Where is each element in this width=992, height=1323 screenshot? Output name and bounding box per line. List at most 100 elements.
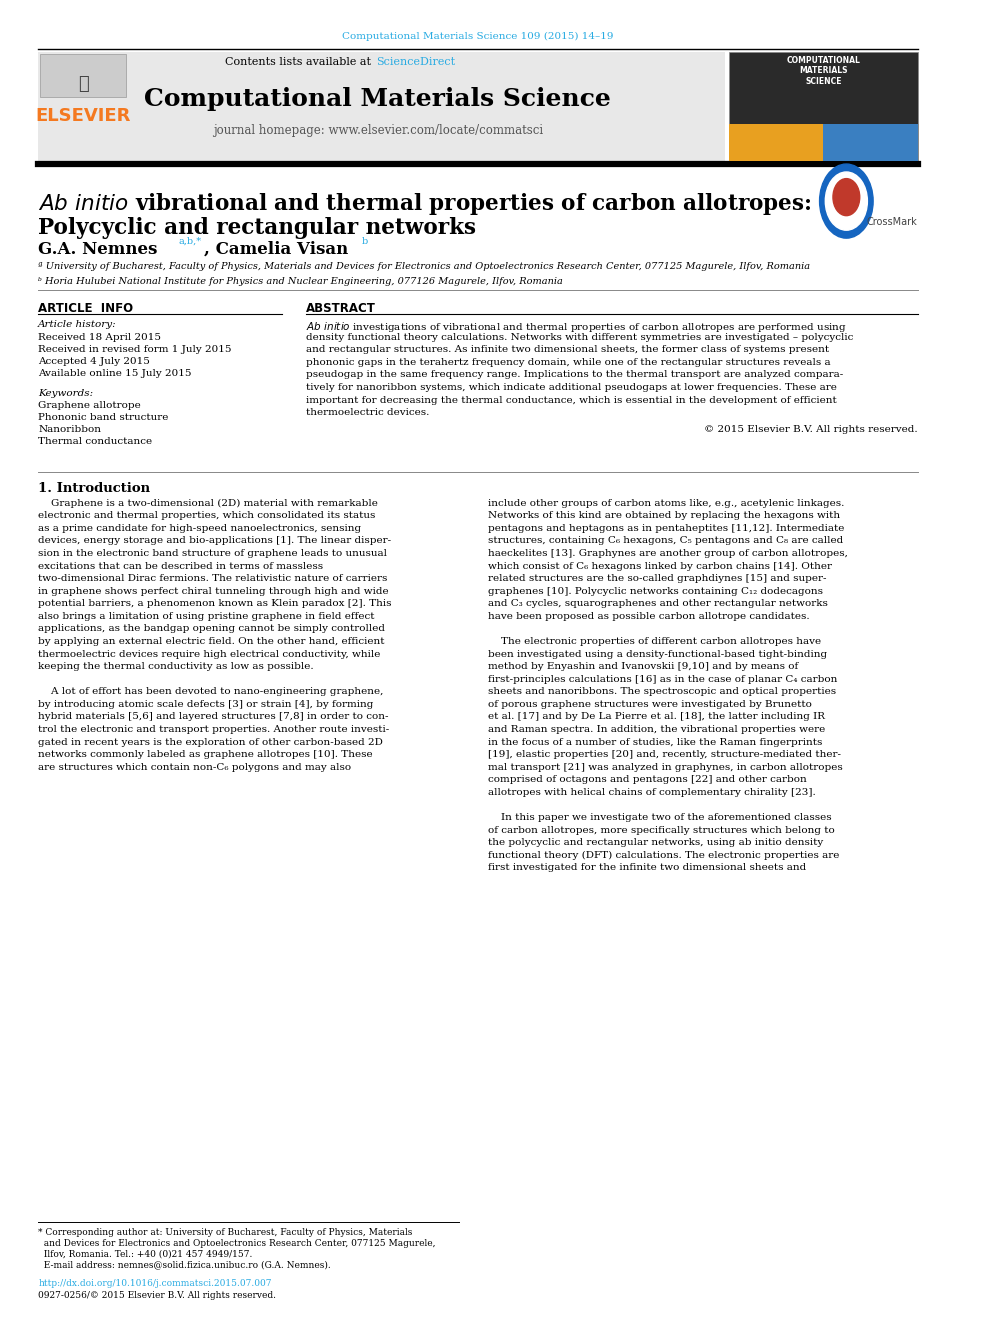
Text: CrossMark: CrossMark xyxy=(866,217,918,228)
Text: [19], elastic properties [20] and, recently, structure-mediated ther-: [19], elastic properties [20] and, recen… xyxy=(488,750,841,759)
Text: SCIENCE: SCIENCE xyxy=(806,77,841,86)
Text: Graphene allotrope: Graphene allotrope xyxy=(39,401,141,410)
Text: Computational Materials Science 109 (2015) 14–19: Computational Materials Science 109 (201… xyxy=(342,32,614,41)
Text: and C₃ cycles, squarographenes and other rectangular networks: and C₃ cycles, squarographenes and other… xyxy=(488,599,827,609)
Text: in graphene shows perfect chiral tunneling through high and wide: in graphene shows perfect chiral tunneli… xyxy=(39,586,389,595)
Text: Polycyclic and rectangular networks: Polycyclic and rectangular networks xyxy=(39,217,476,239)
Text: b: b xyxy=(361,237,368,246)
Circle shape xyxy=(833,179,860,216)
Text: as a prime candidate for high-speed nanoelectronics, sensing: as a prime candidate for high-speed nano… xyxy=(39,524,361,533)
Text: Ilfov, Romania. Tel.: +40 (0)21 457 4949/157.: Ilfov, Romania. Tel.: +40 (0)21 457 4949… xyxy=(39,1249,253,1258)
Text: method by Enyashin and Ivanovskii [9,10] and by means of: method by Enyashin and Ivanovskii [9,10]… xyxy=(488,662,798,671)
Text: journal homepage: www.elsevier.com/locate/commatsci: journal homepage: www.elsevier.com/locat… xyxy=(212,124,543,138)
Text: COMPUTATIONAL: COMPUTATIONAL xyxy=(787,56,860,65)
Text: ABSTRACT: ABSTRACT xyxy=(306,302,376,315)
Text: © 2015 Elsevier B.V. All rights reserved.: © 2015 Elsevier B.V. All rights reserved… xyxy=(704,425,918,434)
Text: E-mail address: nemnes@solid.fizica.unibuc.ro (G.A. Nemnes).: E-mail address: nemnes@solid.fizica.unib… xyxy=(39,1261,331,1269)
Text: ELSEVIER: ELSEVIER xyxy=(36,107,131,126)
Text: tively for nanoribbon systems, which indicate additional pseudogaps at lower fre: tively for nanoribbon systems, which ind… xyxy=(306,382,837,392)
Text: The electronic properties of different carbon allotropes have: The electronic properties of different c… xyxy=(488,636,820,646)
Text: allotropes with helical chains of complementary chirality [23].: allotropes with helical chains of comple… xyxy=(488,787,815,796)
Text: 🌲: 🌲 xyxy=(77,75,88,94)
Text: applications, as the bandgap opening cannot be simply controlled: applications, as the bandgap opening can… xyxy=(39,624,385,634)
Text: A lot of effort has been devoted to nano-engineering graphene,: A lot of effort has been devoted to nano… xyxy=(39,687,384,696)
Text: have been proposed as possible carbon allotrope candidates.: have been proposed as possible carbon al… xyxy=(488,611,809,620)
FancyBboxPatch shape xyxy=(39,52,725,161)
Text: thermoelectric devices require high electrical conductivity, while: thermoelectric devices require high elec… xyxy=(39,650,381,659)
Text: excitations that can be described in terms of massless: excitations that can be described in ter… xyxy=(39,561,323,570)
Text: $\it{Ab\ initio}$ investigations of vibrational and thermal properties of carbon: $\it{Ab\ initio}$ investigations of vibr… xyxy=(306,320,846,335)
Text: G.A. Nemnes: G.A. Nemnes xyxy=(39,241,158,258)
Text: ARTICLE  INFO: ARTICLE INFO xyxy=(39,302,133,315)
Text: Keywords:: Keywords: xyxy=(39,389,93,398)
Text: * Corresponding author at: University of Bucharest, Faculty of Physics, Material: * Corresponding author at: University of… xyxy=(39,1228,413,1237)
Text: and Devices for Electronics and Optoelectronics Research Center, 077125 Magurele: and Devices for Electronics and Optoelec… xyxy=(39,1238,435,1248)
Text: In this paper we investigate two of the aforementioned classes: In this paper we investigate two of the … xyxy=(488,812,831,822)
Text: devices, energy storage and bio-applications [1]. The linear disper-: devices, energy storage and bio-applicat… xyxy=(39,536,392,545)
Text: a,b,*: a,b,* xyxy=(179,237,202,246)
Text: keeping the thermal conductivity as low as possible.: keeping the thermal conductivity as low … xyxy=(39,662,313,671)
Text: ScienceDirect: ScienceDirect xyxy=(376,57,455,67)
Text: trol the electronic and transport properties. Another route investi-: trol the electronic and transport proper… xyxy=(39,725,390,734)
Text: functional theory (DFT) calculations. The electronic properties are: functional theory (DFT) calculations. Th… xyxy=(488,851,839,860)
Text: 1. Introduction: 1. Introduction xyxy=(39,482,151,495)
Text: Nanoribbon: Nanoribbon xyxy=(39,425,101,434)
Text: Phononic band structure: Phononic band structure xyxy=(39,413,169,422)
Circle shape xyxy=(819,164,873,238)
Text: et al. [17] and by De La Pierre et al. [18], the latter including IR: et al. [17] and by De La Pierre et al. [… xyxy=(488,712,824,721)
Text: http://dx.doi.org/10.1016/j.commatsci.2015.07.007: http://dx.doi.org/10.1016/j.commatsci.20… xyxy=(39,1279,272,1289)
Text: Article history:: Article history: xyxy=(39,320,117,329)
Text: Received 18 April 2015: Received 18 April 2015 xyxy=(39,333,162,343)
Text: density functional theory calculations. Networks with different symmetries are i: density functional theory calculations. … xyxy=(306,332,853,341)
Text: by introducing atomic scale defects [3] or strain [4], by forming: by introducing atomic scale defects [3] … xyxy=(39,700,374,709)
FancyBboxPatch shape xyxy=(729,124,823,161)
Text: hybrid materials [5,6] and layered structures [7,8] in order to con-: hybrid materials [5,6] and layered struc… xyxy=(39,712,389,721)
Text: by applying an external electric field. On the other hand, efficient: by applying an external electric field. … xyxy=(39,636,385,646)
Text: Graphene is a two-dimensional (2D) material with remarkable: Graphene is a two-dimensional (2D) mater… xyxy=(39,499,378,508)
Text: ª University of Bucharest, Faculty of Physics, Materials and Devices for Electro: ª University of Bucharest, Faculty of Ph… xyxy=(39,262,810,271)
Text: gated in recent years is the exploration of other carbon-based 2D: gated in recent years is the exploration… xyxy=(39,737,383,746)
Text: sion in the electronic band structure of graphene leads to unusual: sion in the electronic band structure of… xyxy=(39,549,387,558)
Text: are structures which contain non-C₆ polygons and may also: are structures which contain non-C₆ poly… xyxy=(39,762,351,771)
Text: haeckelites [13]. Graphynes are another group of carbon allotropes,: haeckelites [13]. Graphynes are another … xyxy=(488,549,847,558)
Text: first investigated for the infinite two dimensional sheets and: first investigated for the infinite two … xyxy=(488,863,806,872)
Text: two-dimensional Dirac fermions. The relativistic nature of carriers: two-dimensional Dirac fermions. The rela… xyxy=(39,574,388,583)
Text: the polycyclic and rectangular networks, using ab initio density: the polycyclic and rectangular networks,… xyxy=(488,837,823,847)
FancyBboxPatch shape xyxy=(729,124,918,161)
Text: of porous graphene structures were investigated by Brunetto: of porous graphene structures were inves… xyxy=(488,700,811,709)
Text: thermoelectric devices.: thermoelectric devices. xyxy=(306,407,430,417)
FancyBboxPatch shape xyxy=(729,52,918,161)
Text: mal transport [21] was analyzed in graphynes, in carbon allotropes: mal transport [21] was analyzed in graph… xyxy=(488,762,842,771)
Text: $\it{Ab\ initio}$ vibrational and thermal properties of carbon allotropes:: $\it{Ab\ initio}$ vibrational and therma… xyxy=(39,191,812,217)
Text: electronic and thermal properties, which consolidated its status: electronic and thermal properties, which… xyxy=(39,511,376,520)
Text: and Raman spectra. In addition, the vibrational properties were: and Raman spectra. In addition, the vibr… xyxy=(488,725,825,734)
Text: Received in revised form 1 July 2015: Received in revised form 1 July 2015 xyxy=(39,345,232,355)
Text: sheets and nanoribbons. The spectroscopic and optical properties: sheets and nanoribbons. The spectroscopi… xyxy=(488,687,836,696)
Text: pseudogap in the same frequency range. Implications to the thermal transport are: pseudogap in the same frequency range. I… xyxy=(306,370,843,380)
Text: also brings a limitation of using pristine graphene in field effect: also brings a limitation of using pristi… xyxy=(39,611,375,620)
Text: MATERIALS: MATERIALS xyxy=(800,66,847,75)
Text: 0927-0256/© 2015 Elsevier B.V. All rights reserved.: 0927-0256/© 2015 Elsevier B.V. All right… xyxy=(39,1291,276,1301)
Text: Computational Materials Science: Computational Materials Science xyxy=(144,87,611,111)
Text: pentagons and heptagons as in pentaheptites [11,12]. Intermediate: pentagons and heptagons as in pentahepti… xyxy=(488,524,844,533)
Text: networks commonly labeled as graphene allotropes [10]. These: networks commonly labeled as graphene al… xyxy=(39,750,373,759)
Text: in the focus of a number of studies, like the Raman fingerprints: in the focus of a number of studies, lik… xyxy=(488,737,822,746)
Text: Contents lists available at: Contents lists available at xyxy=(225,57,375,67)
Text: Thermal conductance: Thermal conductance xyxy=(39,437,153,446)
Circle shape xyxy=(825,172,867,230)
Text: related structures are the so-called graphdiynes [15] and super-: related structures are the so-called gra… xyxy=(488,574,826,583)
Text: important for decreasing the thermal conductance, which is essential in the deve: important for decreasing the thermal con… xyxy=(306,396,837,405)
Text: , Camelia Visan: , Camelia Visan xyxy=(203,241,348,258)
Text: include other groups of carbon atoms like, e.g., acetylenic linkages.: include other groups of carbon atoms lik… xyxy=(488,499,844,508)
Text: comprised of octagons and pentagons [22] and other carbon: comprised of octagons and pentagons [22]… xyxy=(488,775,806,785)
Text: and rectangular structures. As infinite two dimensional sheets, the former class: and rectangular structures. As infinite … xyxy=(306,345,829,355)
Text: first-principles calculations [16] as in the case of planar C₄ carbon: first-principles calculations [16] as in… xyxy=(488,675,837,684)
Text: Available online 15 July 2015: Available online 15 July 2015 xyxy=(39,369,191,378)
Text: potential barriers, a phenomenon known as Klein paradox [2]. This: potential barriers, a phenomenon known a… xyxy=(39,599,392,609)
Text: Networks of this kind are obtained by replacing the hexagons with: Networks of this kind are obtained by re… xyxy=(488,511,840,520)
Text: ᵇ Horia Hulubei National Institute for Physics and Nuclear Engineering, 077126 M: ᵇ Horia Hulubei National Institute for P… xyxy=(39,277,563,286)
Text: structures, containing C₆ hexagons, C₅ pentagons and C₈ are called: structures, containing C₆ hexagons, C₅ p… xyxy=(488,536,843,545)
FancyBboxPatch shape xyxy=(40,54,126,97)
Text: of carbon allotropes, more specifically structures which belong to: of carbon allotropes, more specifically … xyxy=(488,826,834,835)
Text: which consist of C₆ hexagons linked by carbon chains [14]. Other: which consist of C₆ hexagons linked by c… xyxy=(488,561,831,570)
